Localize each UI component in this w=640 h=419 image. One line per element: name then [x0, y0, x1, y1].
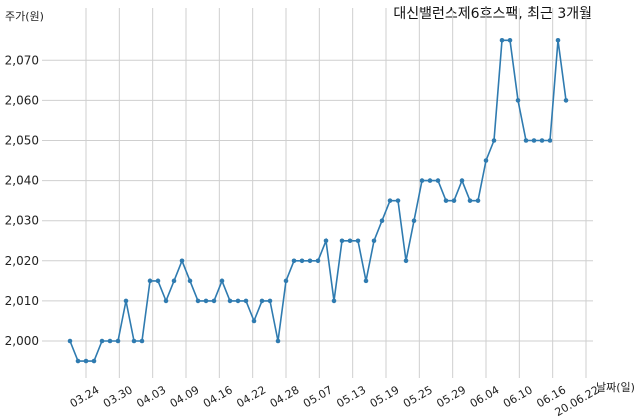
data-point [163, 298, 169, 304]
y-tick-label: 2,060 [5, 93, 39, 107]
data-point [555, 37, 561, 43]
y-axis-label: 주가(원) [5, 10, 44, 23]
data-point [307, 258, 313, 264]
data-point [491, 138, 497, 143]
y-tick-label: 2,020 [5, 254, 39, 268]
data-point [459, 178, 465, 183]
data-point [251, 318, 257, 324]
data-point [83, 358, 89, 364]
data-point [523, 138, 529, 143]
data-point [155, 278, 161, 284]
data-point [291, 258, 297, 264]
x-tick-label: 05.25 [401, 383, 435, 410]
y-tick-label: 2,070 [5, 53, 39, 67]
data-point [115, 338, 121, 344]
data-point [275, 338, 281, 344]
data-point [75, 358, 81, 364]
data-point [203, 298, 209, 304]
data-point [99, 338, 105, 344]
x-tick-label: 05.29 [434, 383, 468, 410]
x-tick-label: 04.09 [168, 383, 202, 410]
data-point [283, 278, 289, 284]
data-point [339, 238, 345, 244]
data-point [139, 338, 145, 344]
x-tick-label: 04.16 [201, 383, 235, 410]
data-point [67, 338, 73, 344]
data-point [403, 258, 409, 264]
data-point [195, 298, 201, 304]
y-tick-label: 2,030 [5, 214, 39, 228]
data-point [411, 218, 417, 223]
data-point [531, 138, 537, 143]
data-point [435, 178, 441, 183]
data-point [315, 258, 321, 264]
data-point [379, 218, 385, 223]
x-tick-label: 06.10 [501, 383, 535, 410]
data-point [331, 298, 337, 304]
data-point [131, 338, 137, 344]
data-point [507, 37, 513, 43]
data-point [547, 138, 553, 143]
y-tick-label: 2,000 [5, 334, 39, 348]
data-point [419, 178, 425, 183]
grid [42, 8, 593, 378]
data-point [259, 298, 265, 304]
x-tick-label: 05.13 [334, 383, 368, 410]
data-point [123, 298, 129, 304]
data-point [179, 258, 185, 264]
x-tick-label: 05.07 [301, 383, 335, 410]
data-point [355, 238, 361, 244]
data-point [243, 298, 249, 304]
x-axis-ticks: 03.24 03.30 04.03 04.09 04.16 04.22 04.28 05.07… [68, 383, 602, 419]
data-point [563, 98, 569, 103]
chart-title: 대신밸런스제6호스팩, 최근 3개월 [393, 6, 592, 22]
data-point [371, 238, 377, 244]
data-point [323, 238, 329, 244]
data-point [211, 298, 217, 304]
data-point [219, 278, 225, 284]
data-point [227, 298, 233, 304]
x-tick-label: 03.30 [101, 383, 135, 410]
data-point [299, 258, 305, 264]
data-point [427, 178, 433, 183]
data-point [499, 37, 505, 43]
data-point [187, 278, 193, 284]
x-axis-label: 날짜(일) [596, 380, 635, 394]
y-tick-label: 2,050 [5, 134, 39, 148]
data-point [395, 198, 401, 203]
data-point [147, 278, 153, 284]
y-tick-label: 2,010 [5, 294, 39, 308]
data-point [107, 338, 113, 344]
y-tick-label: 2,040 [5, 174, 39, 188]
data-point [451, 198, 457, 203]
data-point [91, 358, 97, 364]
data-point [363, 278, 369, 284]
x-tick-label: 04.22 [234, 383, 268, 410]
data-point [483, 158, 489, 163]
y-axis-ticks: 2,000 2,010 2,020 2,030 2,040 2,050 2,060 2,070 [5, 53, 39, 348]
data-point [235, 298, 241, 304]
data-point [347, 238, 353, 244]
x-tick-label: 06.04 [468, 383, 502, 410]
data-point [443, 198, 449, 203]
data-point [467, 198, 473, 203]
data-point [515, 98, 521, 103]
x-tick-label: 04.03 [134, 383, 168, 410]
data-point [171, 278, 177, 284]
data-point [267, 298, 273, 304]
data-point [475, 198, 481, 203]
series-line [69, 39, 567, 362]
x-tick-label: 05.19 [368, 383, 402, 410]
series [67, 37, 569, 364]
data-point [539, 138, 545, 143]
x-tick-label: 03.24 [68, 383, 102, 410]
data-point [387, 198, 393, 203]
x-tick-label: 04.28 [268, 383, 302, 410]
